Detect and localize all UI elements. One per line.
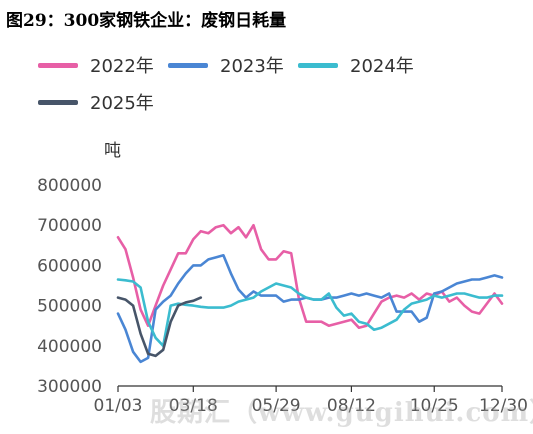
legend-label-2025: 2025年 bbox=[90, 93, 154, 114]
y-tick-label: 500000 bbox=[37, 297, 102, 317]
series-group bbox=[116, 223, 504, 364]
legend-swatch-2024 bbox=[298, 62, 338, 68]
y-tick-label: 600000 bbox=[37, 256, 102, 276]
y-axis-label: 吨 bbox=[104, 141, 121, 161]
legend-label-2022: 2022年 bbox=[90, 56, 154, 77]
x-tick-label: 05/29 bbox=[252, 396, 301, 416]
legend-swatch-2025 bbox=[38, 99, 78, 105]
chart-title: 图29：300家钢铁企业：废钢日耗量 bbox=[6, 11, 287, 31]
legend-swatch-2022 bbox=[38, 62, 78, 68]
legend-item-2023[interactable]: 2023年 bbox=[168, 52, 284, 78]
y-tick-label: 800000 bbox=[37, 176, 102, 196]
legend: 2022年 2023年 2024年 2025年 bbox=[0, 0, 533, 120]
watermark: 股期汇（www.gugihui.com） bbox=[150, 398, 533, 428]
y-tick-label: 300000 bbox=[37, 377, 102, 397]
y-tick-label: 400000 bbox=[37, 337, 102, 357]
y-tick-label: 700000 bbox=[37, 216, 102, 236]
legend-swatch-2023 bbox=[168, 62, 208, 68]
x-tick-label: 01/03 bbox=[94, 396, 143, 416]
x-tick-label: 10/25 bbox=[410, 396, 459, 416]
legend-label-2024: 2024年 bbox=[350, 56, 414, 77]
axes: 300000 400000 500000 600000 700000 800000 01/0… bbox=[37, 176, 528, 416]
legend-label-2023: 2023年 bbox=[220, 56, 284, 77]
x-tick-label: 08/12 bbox=[327, 396, 376, 416]
series-line-2025 bbox=[116, 296, 203, 358]
legend-item-2024[interactable]: 2024年 bbox=[298, 52, 414, 78]
x-tick-label: 12/30 bbox=[479, 396, 528, 416]
legend-item-2025[interactable]: 2025年 bbox=[38, 89, 154, 115]
legend-item-2022[interactable]: 2022年 bbox=[38, 52, 154, 78]
x-tick-label: 03/18 bbox=[169, 396, 218, 416]
